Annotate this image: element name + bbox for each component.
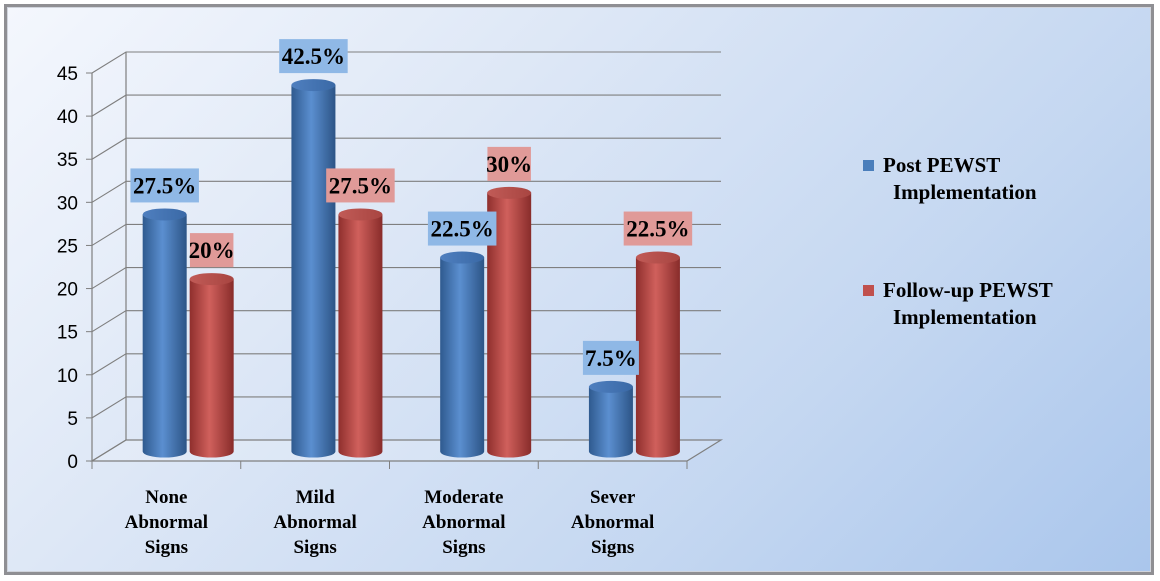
legend-swatch: [863, 285, 874, 296]
x-category-label: Signs: [591, 537, 634, 558]
x-category-label: Signs: [145, 537, 188, 558]
gridline: [92, 95, 721, 116]
data-label: 30%: [486, 152, 532, 177]
data-label: 27.5%: [133, 173, 196, 198]
y-tick-label: 35: [57, 150, 78, 171]
x-category-label: Abnormal: [125, 512, 208, 533]
bar-cap: [190, 273, 234, 285]
bar-cap: [589, 381, 633, 393]
x-category-label: Abnormal: [422, 512, 505, 533]
gridline: [92, 52, 721, 73]
chart-frame: 0 5 10 15 20 25 30 35 40 45 None Abnormal Signs Mild A…: [4, 4, 1154, 575]
bar: [143, 214, 187, 457]
bar: [338, 214, 382, 457]
bar: [589, 387, 633, 458]
data-label: 22.5%: [431, 217, 494, 242]
bar: [291, 85, 335, 457]
legend-swatch: [863, 160, 874, 171]
y-tick-label: 25: [57, 236, 78, 257]
bar-cap: [338, 208, 382, 220]
bar-cap: [440, 252, 484, 264]
x-category-label: Abnormal: [571, 512, 654, 533]
y-tick-label: 5: [67, 409, 78, 430]
bars: [143, 79, 680, 457]
x-category-label: Signs: [442, 537, 485, 558]
bar: [190, 279, 234, 457]
y-tick-label: 10: [57, 366, 78, 387]
data-label: 27.5%: [329, 173, 392, 198]
bar-cap: [487, 187, 531, 199]
legend-label: Post PEWST: [883, 153, 1000, 177]
y-tick-label: 0: [67, 452, 78, 473]
data-label: 7.5%: [585, 346, 637, 371]
data-label: 42.5%: [282, 44, 345, 69]
legend-label: Implementation: [893, 180, 1037, 204]
bar-cap: [143, 208, 187, 220]
y-tick-label: 30: [57, 193, 78, 214]
x-category-label: Signs: [293, 537, 336, 558]
legend: Post PEWST Implementation Follow-up PEWST I…: [863, 153, 1053, 329]
bar: [440, 258, 484, 458]
bar: [636, 258, 680, 458]
x-category-label: Mild: [296, 487, 335, 508]
legend-label: Follow-up PEWST: [883, 278, 1053, 302]
y-tick-label: 15: [57, 323, 78, 344]
y-tick-label: 40: [57, 107, 78, 128]
bar-chart: 0 5 10 15 20 25 30 35 40 45 None Abnormal Signs Mild A…: [7, 7, 1157, 578]
bar-cap: [636, 252, 680, 264]
x-category-label: Moderate: [424, 487, 503, 508]
data-label: 20%: [189, 238, 235, 263]
gridline: [92, 138, 721, 159]
x-category-label: Abnormal: [273, 512, 356, 533]
bar-cap: [291, 79, 335, 91]
data-label: 22.5%: [626, 217, 689, 242]
legend-label: Implementation: [893, 305, 1037, 329]
x-category-label: None: [145, 487, 187, 508]
y-tick-label: 45: [57, 64, 78, 85]
x-category-label: Sever: [590, 487, 636, 508]
y-tick-label: 20: [57, 280, 78, 301]
